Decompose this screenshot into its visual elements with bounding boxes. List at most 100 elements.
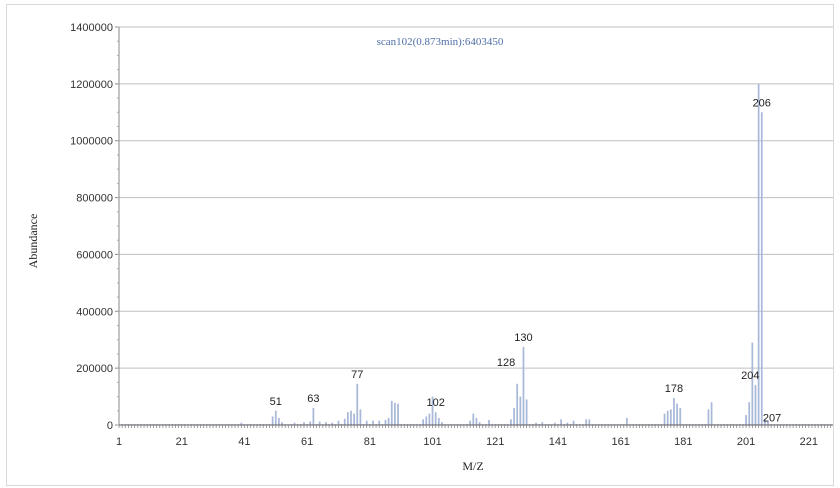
spectrum-bar — [431, 396, 434, 425]
spectrum-bar — [293, 422, 296, 425]
x-tick-label: 201 — [737, 436, 755, 448]
peak-label: 51 — [270, 396, 282, 408]
spectrum-bar — [469, 420, 472, 425]
spectrum-bar — [754, 385, 757, 425]
peak-label: 63 — [307, 393, 319, 405]
spectrum-bar — [337, 420, 340, 425]
spectrum-bar — [478, 422, 481, 425]
y-tick-label: 400000 — [76, 306, 113, 318]
x-tick-label: 161 — [611, 436, 629, 448]
mass-spectrum-chart: 0 200000 400000 600000 800000 1000000 1200000 1… — [26, 22, 833, 473]
spectrum-bar — [356, 383, 359, 425]
peak-labels: 51 63 77 102 128 130 178 204 206 207 — [270, 97, 782, 424]
spectrum-bar — [510, 419, 512, 425]
peak-label: 207 — [763, 412, 781, 424]
spectrum-bar — [522, 346, 525, 425]
peak-label: 102 — [426, 397, 444, 409]
x-tick-label: 81 — [364, 436, 376, 448]
x-tick-label: 181 — [674, 436, 692, 448]
y-tick-label: 1200000 — [70, 79, 113, 91]
spectrum-bar — [278, 417, 280, 425]
spectrum-bar — [513, 407, 515, 425]
spectrum-bar — [666, 410, 669, 425]
spectrum-bar — [525, 399, 528, 425]
x-axis-label: M/Z — [462, 459, 483, 473]
spectrum-bar — [309, 421, 312, 425]
spectrum-bar — [394, 402, 396, 425]
spectrum-bar — [519, 396, 522, 425]
y-axis-ticks: 0 200000 400000 600000 800000 1000000 1200000 1… — [70, 22, 120, 432]
y-tick-label: 800000 — [76, 193, 113, 205]
spectrum-bar — [710, 402, 713, 425]
peak-label: 204 — [741, 370, 759, 382]
spectrum-bar — [331, 422, 334, 425]
x-tick-label: 61 — [301, 436, 313, 448]
spectrum-bar — [535, 422, 537, 425]
peak-label: 128 — [497, 357, 515, 369]
spectrum-bar — [428, 413, 431, 425]
spectrum-bar — [303, 422, 305, 425]
spectrum-bar — [585, 419, 588, 425]
x-tick-label: 141 — [549, 436, 567, 448]
spectrum-bar — [748, 402, 751, 425]
x-tick-label: 121 — [486, 436, 504, 448]
spectrum-bar — [745, 415, 747, 425]
spectrum-bar — [350, 410, 352, 425]
spectrum-bar — [274, 410, 277, 425]
spectrum-bar — [425, 416, 428, 425]
spectrum-bar — [764, 419, 766, 425]
spectrum-bar — [372, 420, 374, 425]
spectrum-bar — [757, 83, 760, 425]
peak-label: 178 — [665, 383, 683, 395]
spectrum-bar — [553, 422, 556, 425]
spectrum-bar — [281, 422, 283, 425]
spectrum-bar — [318, 421, 321, 425]
spectrum-bar — [325, 422, 327, 425]
spectrum-bar — [560, 419, 562, 425]
chart-frame: 0 200000 400000 600000 800000 1000000 1200000 1… — [6, 4, 834, 486]
spectrum-bar — [353, 413, 356, 425]
spectrum-bar — [572, 420, 575, 425]
spectrum-bar — [626, 417, 628, 425]
spectrum-bar — [767, 421, 769, 425]
spectrum-bar — [271, 416, 274, 425]
chart-title: scan102(0.873min):6403450 — [377, 36, 504, 48]
y-tick-label: 0 — [107, 420, 113, 432]
spectrum-bar — [378, 420, 381, 425]
spectrum-bar — [397, 403, 399, 425]
spectrum-bar — [541, 422, 544, 425]
x-tick-label: 1 — [116, 436, 122, 448]
y-tick-label: 1000000 — [70, 136, 113, 148]
spectrum-bar — [437, 417, 440, 425]
spectrum-bar — [679, 407, 682, 425]
x-tick-label: 221 — [800, 436, 818, 448]
spectrum-bar — [588, 419, 591, 425]
spectrum-bar — [475, 417, 478, 425]
spectrum-bar — [673, 397, 675, 425]
spectrum-bar — [669, 409, 672, 425]
spectrum-bar — [343, 418, 346, 425]
spectrum-bar — [312, 407, 315, 425]
peak-label: 130 — [514, 332, 532, 344]
spectrum-bar — [434, 412, 437, 425]
spectrum-bar — [384, 419, 387, 425]
peak-label: 77 — [351, 369, 363, 381]
spectrum-bar — [441, 422, 443, 425]
x-axis: 1 21 41 61 81 101 121 141 161 181 201 221 — [116, 424, 833, 448]
spectrum-bar — [676, 403, 678, 425]
spectrum-bar — [390, 400, 393, 425]
spectrum-bar — [359, 409, 362, 425]
grid — [119, 26, 833, 426]
x-tick-label: 21 — [176, 436, 188, 448]
spectrum-bar — [707, 409, 710, 425]
spectrum-bar — [422, 419, 424, 425]
spectrum-bar — [488, 419, 490, 425]
spectrum-bar — [240, 422, 243, 425]
spectrum-bar — [347, 412, 349, 425]
x-tick-label: 41 — [238, 436, 250, 448]
spectrum-bar — [663, 413, 666, 425]
x-tick-label: 101 — [423, 436, 441, 448]
spectrum-bar — [472, 413, 475, 425]
y-axis-label: Abundance — [26, 214, 40, 269]
y-tick-label: 600000 — [76, 249, 113, 261]
